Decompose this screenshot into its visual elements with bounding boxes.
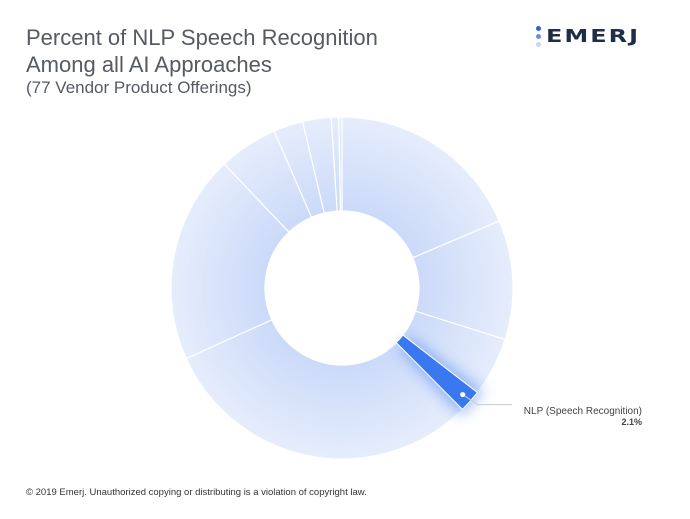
emerj-logo: EMERJ [536, 22, 640, 50]
leader-line [462, 394, 512, 406]
chart-subtitle: (77 Vendor Product Offerings) [26, 78, 252, 97]
nlp-label: NLP (Speech Recognition) 2.1% [524, 406, 642, 427]
leader-dot [460, 392, 466, 398]
slice-nlp-highlight [395, 334, 479, 411]
donut-slice [341, 116, 501, 259]
title-line-2: Among all AI Approaches [26, 52, 272, 77]
nlp-label-value: 2.1% [621, 417, 642, 427]
logo-dots-icon [536, 25, 541, 47]
logo-text: EMERJ [546, 25, 641, 47]
donut-slice [338, 116, 343, 212]
donut-slice [185, 318, 464, 460]
chart-title: Percent of NLP Speech Recognition Among … [26, 24, 378, 78]
title-line-1: Percent of NLP Speech Recognition [26, 25, 378, 50]
nlp-label-name: NLP (Speech Recognition) [523, 406, 642, 417]
copyright-footer: © 2019 Emerj. Unauthorized copying or di… [26, 487, 367, 498]
donut-slice [170, 163, 290, 360]
